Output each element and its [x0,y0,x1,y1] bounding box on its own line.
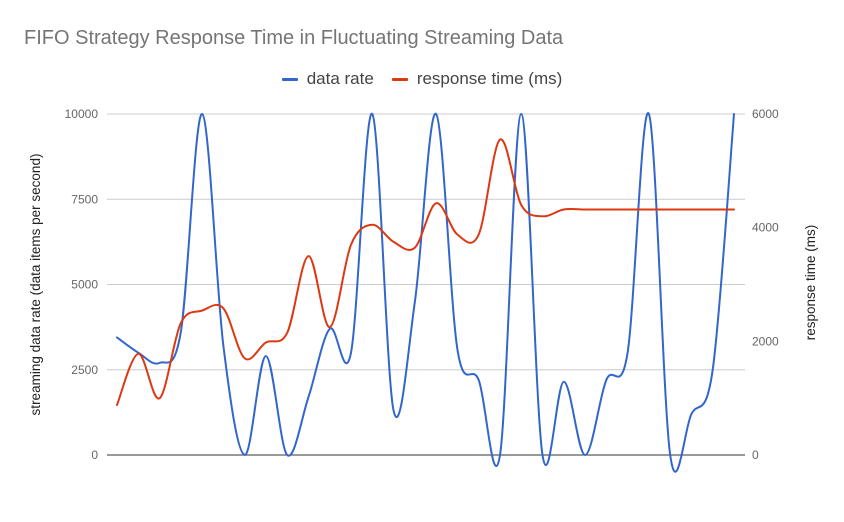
right-axis-tick-label: 2000 [752,334,779,348]
legend-label-data-rate: data rate [306,69,374,88]
series-line-data-rate [116,112,735,473]
chart-title: FIFO Strategy Response Time in Fluctuati… [24,27,564,49]
legend-item-response-time[interactable]: response time (ms) [391,69,563,89]
chart-legend: data rate response time (ms) [0,69,844,89]
right-axis-tick-label: 6000 [752,107,779,121]
left-axis-tick-label: 10000 [65,107,99,121]
left-axis-tick-label: 2500 [71,363,98,377]
series-line-response-time [116,138,735,406]
left-axis-tick-label: 7500 [71,192,98,206]
left-axis-tick-label: 5000 [71,278,98,292]
right-axis-title: response time (ms) [803,225,818,341]
right-axis-tick-label: 4000 [752,221,779,235]
left-axis-title: streaming data rate (data items per seco… [28,154,43,416]
legend-item-data-rate[interactable]: data rate [281,69,374,89]
legend-swatch-response-time [391,77,408,81]
legend-swatch-data-rate [281,77,298,81]
left-axis-tick-label: 0 [91,448,98,462]
legend-label-response-time: response time (ms) [416,69,563,88]
right-axis-tick-label: 0 [752,448,759,462]
